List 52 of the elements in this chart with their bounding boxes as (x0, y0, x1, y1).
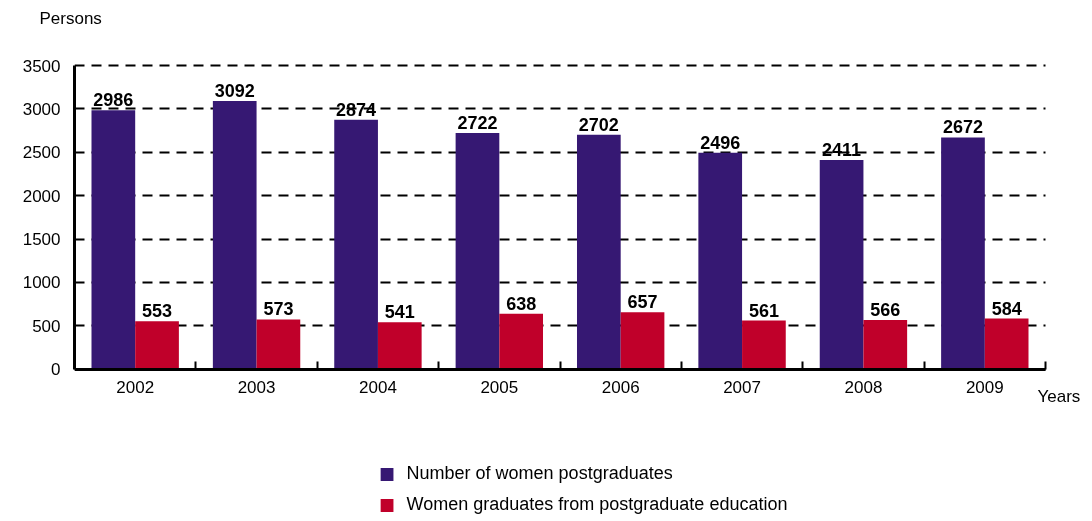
data-label: 2496 (700, 132, 741, 153)
bar (499, 313, 544, 370)
bar (377, 322, 422, 370)
bar (863, 320, 908, 370)
bar (742, 320, 786, 370)
bar (256, 319, 301, 370)
y-tick-label: 3000 (22, 99, 61, 119)
data-label: 2672 (942, 117, 983, 138)
data-label: 3092 (214, 80, 255, 101)
data-label: 657 (627, 292, 658, 313)
x-tick-label: 2007 (723, 378, 761, 398)
y-axis-title: Persons (39, 8, 102, 28)
x-axis-title: Years (1037, 386, 1081, 406)
x-tick-label: 2006 (601, 378, 640, 398)
x-tick-label: 2002 (116, 378, 155, 398)
bar (212, 100, 257, 370)
data-label: 2411 (822, 140, 862, 161)
y-tick-label: 2500 (22, 143, 61, 163)
bar (334, 119, 378, 370)
data-label: 553 (142, 301, 173, 322)
bar (620, 312, 665, 370)
y-tick-label: 500 (32, 316, 61, 336)
bar (91, 110, 136, 370)
legend-label: Number of women postgraduates (406, 463, 673, 484)
data-label: 2986 (93, 90, 134, 111)
x-tick-label: 2004 (359, 378, 397, 398)
legend-label: Women graduates from postgraduate education (406, 494, 788, 515)
x-tick-label: 2009 (965, 378, 1004, 398)
y-tick-label: 0 (51, 360, 61, 380)
x-tick-label: 2005 (480, 378, 519, 398)
data-label: 2702 (578, 114, 619, 135)
data-label: 584 (991, 298, 1022, 319)
data-label: 2722 (457, 113, 498, 134)
bar (941, 137, 985, 370)
data-label: 566 (870, 300, 901, 321)
y-tick-label: 1500 (22, 230, 61, 250)
bar (455, 133, 500, 370)
x-tick-label: 2003 (237, 378, 276, 398)
bar (984, 318, 1029, 370)
data-label: 638 (506, 293, 537, 314)
data-label: 561 (748, 300, 779, 321)
data-label: 541 (384, 302, 415, 323)
y-tick-label: 3500 (22, 56, 61, 76)
x-tick-label: 2008 (844, 378, 883, 398)
bar (819, 160, 864, 370)
data-label: 2874 (336, 99, 377, 120)
bar (135, 321, 179, 370)
y-tick-label: 1000 (22, 273, 61, 293)
bar (576, 134, 621, 370)
bar (698, 152, 743, 370)
data-label: 573 (263, 299, 294, 320)
y-tick-label: 2000 (22, 186, 61, 206)
